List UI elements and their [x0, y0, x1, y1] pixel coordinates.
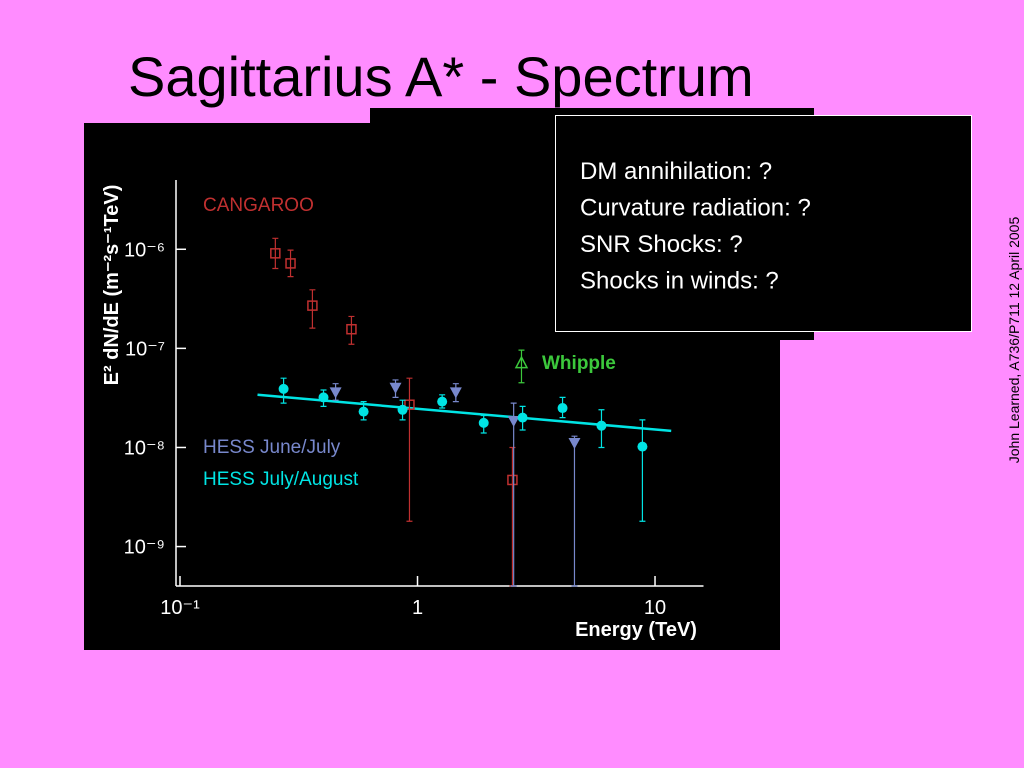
notes: DM annihilation: ? Curvature radiation: ?…: [580, 158, 811, 295]
error-bar: [639, 419, 646, 522]
y-tick-label: 10⁻⁹: [124, 537, 165, 559]
marker: [437, 396, 448, 407]
error-bar: [406, 377, 413, 522]
error-bar: [348, 315, 355, 345]
note-line: Shocks in winds: ?: [580, 268, 779, 295]
y-tick-label: 10⁻⁶: [124, 239, 165, 261]
marker: [346, 323, 357, 335]
marker: [507, 415, 520, 427]
y-tick-label: 10⁻⁷: [125, 338, 165, 360]
marker: [517, 412, 528, 423]
marker: [568, 437, 581, 449]
x-axis-label: Energy (TeV): [575, 619, 697, 641]
marker: [318, 392, 329, 403]
error-bar: [272, 237, 279, 270]
marker: [329, 387, 342, 399]
error-bar: [309, 289, 316, 329]
x-tick-label: 10⁻¹: [160, 597, 200, 619]
marker: [270, 248, 281, 259]
marker: [637, 441, 648, 452]
error-bar: [287, 249, 294, 278]
marker: [278, 383, 289, 394]
marker: [478, 417, 489, 428]
legend-label: HESS July/August: [203, 469, 359, 490]
note-line: SNR Shocks: ?: [580, 231, 743, 258]
y-tick-label: 10⁻⁸: [124, 437, 165, 459]
marker: [449, 387, 462, 399]
slide-title: Sagittarius A* - Spectrum: [128, 45, 754, 108]
error-bar: [571, 435, 578, 587]
chart: 10⁻¹ 1 10 10⁻⁹ 10⁻⁸ 10⁻⁷ 10⁻⁶ Energy (TeV) E² dN…: [101, 180, 704, 641]
marker: [389, 382, 402, 394]
marker: [285, 258, 296, 269]
marker: [507, 474, 518, 486]
note-line: DM annihilation: ?: [580, 158, 772, 185]
marker: [404, 399, 415, 410]
marker: [307, 300, 318, 311]
marker: [596, 420, 607, 431]
note-line: Curvature radiation: ?: [580, 195, 811, 222]
error-bar: [510, 402, 517, 587]
marker: [557, 403, 568, 414]
marker: [514, 355, 529, 369]
legend-label: Whipple: [542, 353, 616, 374]
x-tick-label: 1: [412, 597, 423, 619]
credit: John Learned, A736/P711 12 April 2005: [1006, 217, 1022, 464]
text-box: [555, 115, 972, 332]
y-axis-label: E² dN/dE (m⁻²s⁻¹TeV): [101, 185, 123, 386]
legend-label: CANGAROO: [203, 195, 314, 216]
x-tick-label: 10: [644, 597, 666, 619]
legend-label: HESS June/July: [203, 437, 341, 458]
marker: [397, 404, 408, 415]
marker: [358, 406, 369, 417]
